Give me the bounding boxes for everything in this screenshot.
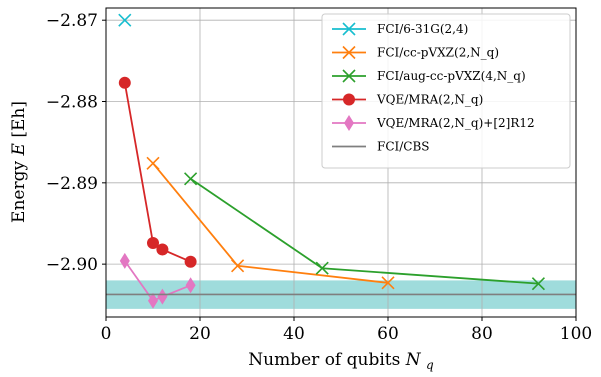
legend-box xyxy=(321,13,571,169)
legend-marker xyxy=(343,93,355,106)
x-axis-label: Number of qubits N q xyxy=(248,350,434,372)
series-line-4 xyxy=(123,82,191,263)
marker-stroke xyxy=(342,69,356,83)
legend-entry-5: VQE/MRA(2,N_q)+[2]R12 xyxy=(332,115,535,131)
marker-stroke xyxy=(118,13,132,27)
axes-frame xyxy=(105,7,577,318)
data-point-series-5 xyxy=(157,288,168,305)
y-tick-label: −2.87 xyxy=(46,11,98,31)
tick-layer: 0 20 40 60 80 100 −2.87 −2.88 −2.89 −2.90 xyxy=(46,11,592,344)
data-point-series-2 xyxy=(146,156,160,170)
legend: FCI/6-31G(2,4) FCI/cc-pVXZ(2,N_q) FCI/aug-… xyxy=(321,13,571,169)
data-point-series-2 xyxy=(381,276,395,290)
y-axis-label: Energy E [Eh] xyxy=(9,101,29,223)
legend-label: FCI/CBS xyxy=(377,140,430,154)
legend-label: FCI/6-31G(2,4) xyxy=(377,22,468,36)
y-tick-label: −2.90 xyxy=(46,255,98,275)
legend-entries: FCI/6-31G(2,4) FCI/cc-pVXZ(2,N_q) FCI/aug-… xyxy=(332,22,535,154)
marker-stroke xyxy=(231,259,245,273)
series-layer xyxy=(106,13,576,309)
x-tick-label: 0 xyxy=(101,324,112,344)
legend-entry-3: FCI/aug-cc-pVXZ(4,N_q) xyxy=(332,69,526,83)
marker-stroke xyxy=(146,156,160,170)
data-point-series-3 xyxy=(184,172,198,186)
x-tick-label: 80 xyxy=(471,324,493,344)
data-point-series-5 xyxy=(119,252,130,269)
x-axis-label-text: Number of qubits xyxy=(248,350,400,370)
x-tick-label: 60 xyxy=(377,324,399,344)
y-axis-label-unit: [Eh] xyxy=(9,101,29,138)
data-point-series-3 xyxy=(315,261,329,275)
legend-marker xyxy=(342,45,356,60)
marker-stroke xyxy=(342,45,356,60)
y-axis-label-symbol: E xyxy=(9,143,29,157)
legend-marker xyxy=(344,115,354,131)
x-tick-label: 100 xyxy=(560,324,592,344)
data-point-series-4 xyxy=(184,255,197,268)
y-axis-label-text: Energy xyxy=(9,161,29,223)
data-point-series-4 xyxy=(156,243,169,256)
marker-stroke xyxy=(531,277,545,291)
data-point-series-4 xyxy=(118,76,131,89)
legend-marker xyxy=(342,69,356,83)
legend-entry-2: FCI/cc-pVXZ(2,N_q) xyxy=(332,46,499,60)
series-line-5 xyxy=(124,260,191,302)
legend-label: VQE/MRA(2,N_q)+[2]R12 xyxy=(376,116,535,130)
series-line-3 xyxy=(190,178,539,285)
legend-entry-1: FCI/6-31G(2,4) xyxy=(332,22,468,36)
y-tick-label: −2.89 xyxy=(46,174,98,194)
data-point-series-5 xyxy=(185,277,196,294)
marker-stroke xyxy=(315,261,329,275)
marker-stroke xyxy=(184,172,198,186)
x-axis-label-subscript: q xyxy=(426,358,434,372)
data-point-series-5 xyxy=(148,292,158,309)
data-point-series-4 xyxy=(147,237,159,250)
marker-stroke xyxy=(342,22,356,36)
legend-label: VQE/MRA(2,N_q) xyxy=(376,93,483,107)
x-tick-label: 40 xyxy=(283,324,305,344)
legend-marker xyxy=(342,22,356,36)
legend-label: FCI/cc-pVXZ(2,N_q) xyxy=(377,46,499,60)
y-tick-label: −2.88 xyxy=(46,93,98,113)
data-point-series-3 xyxy=(531,277,545,291)
legend-label: FCI/aug-cc-pVXZ(4,N_q) xyxy=(377,69,526,83)
marker-stroke xyxy=(381,276,395,290)
data-point-series-1 xyxy=(118,13,132,27)
legend-entry-6: FCI/CBS xyxy=(332,140,430,154)
x-tick-label: 20 xyxy=(189,324,211,344)
legend-entry-4: VQE/MRA(2,N_q) xyxy=(332,93,483,107)
x-axis-label-symbol: N xyxy=(405,350,422,370)
data-point-series-2 xyxy=(231,259,245,273)
